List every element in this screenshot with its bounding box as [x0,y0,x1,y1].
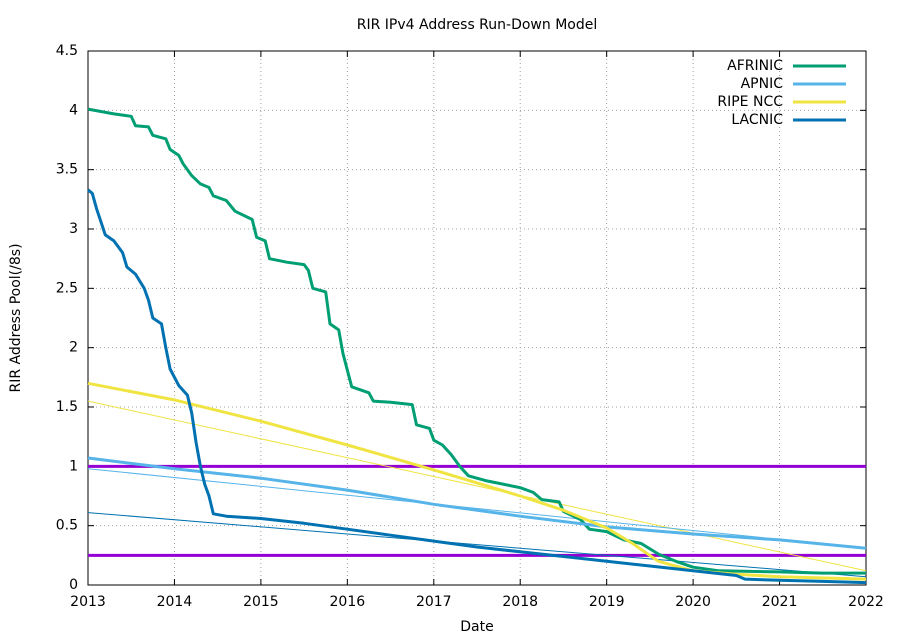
series-line [87,188,867,585]
x-tick-label: 2014 [157,594,193,610]
legend-label: LACNIC [731,112,783,128]
y-tick-label: 4 [69,102,78,118]
x-tick-label: 2022 [848,594,884,610]
y-axis-label: RIR Address Pool(/8s) [8,243,24,392]
x-tick-label: 2013 [70,594,106,610]
y-tick-label: 1.5 [56,399,78,415]
x-tick-label: 2015 [243,594,279,610]
plot-frame [87,50,867,586]
y-tick-label: 0.5 [56,518,78,534]
trend-line [87,468,867,549]
x-tick-label: 2016 [330,594,366,610]
y-tick-label: 3 [69,221,78,237]
trend-line [87,400,867,572]
y-tick-label: 3.5 [56,162,78,178]
y-tick-label: 2.5 [56,280,78,296]
chart-title: RIR IPv4 Address Run-Down Model [357,17,598,33]
y-tick-label: 2 [69,340,78,356]
legend-label: APNIC [741,76,784,92]
y-tick-label: 1 [69,458,78,474]
x-tick-label: 2020 [675,594,711,610]
legend-label: RIPE NCC [717,94,783,110]
x-tick-label: 2021 [762,594,798,610]
legend-label: AFRINIC [727,58,783,74]
series-line [87,456,867,550]
trend-line [87,512,867,578]
x-tick-label: 2017 [416,594,452,610]
x-tick-label: 2019 [589,594,625,610]
x-tick-label: 2018 [502,594,538,610]
y-tick-label: 4.5 [56,43,78,59]
y-tick-label: 0 [69,577,78,593]
x-axis-label: Date [460,619,493,635]
series-line [87,107,866,575]
